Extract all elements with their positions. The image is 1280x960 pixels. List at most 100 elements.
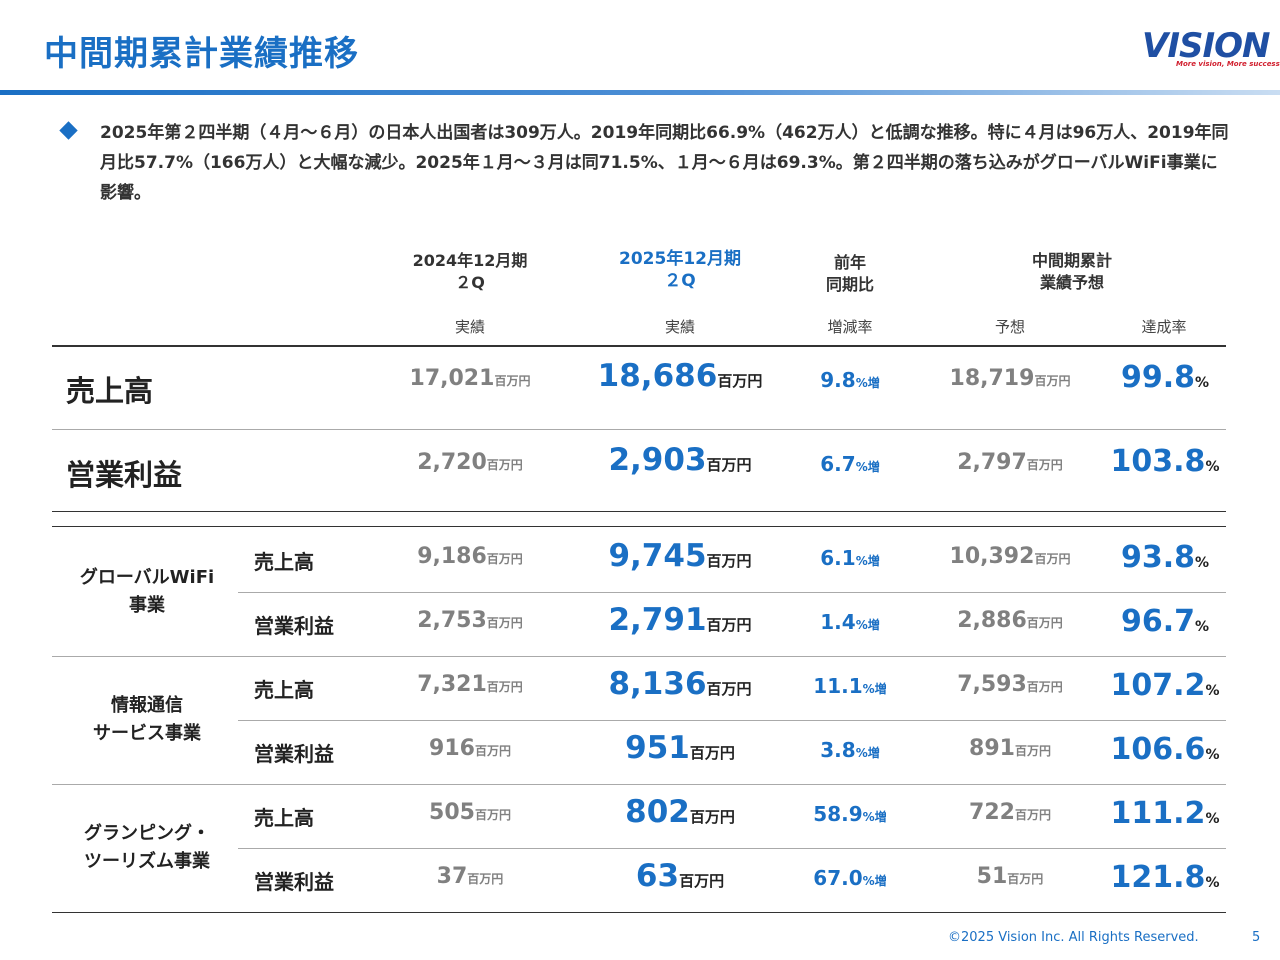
forecast-value-number: 10,392 [949, 544, 1035, 569]
header-line: 同期比 [825, 275, 874, 294]
yoy-rate-unit: %増 [855, 460, 880, 474]
yoy-rate: 6.1%増 [800, 546, 900, 570]
prev-actual-unit: 百万円 [486, 552, 523, 566]
forecast-value-number: 2,797 [957, 450, 1027, 475]
copyright: ©2025 Vision Inc. All Rights Reserved. [948, 930, 1199, 945]
yoy-rate-unit: %増 [862, 682, 887, 696]
header-line: 2024年12月期 [412, 251, 528, 270]
forecast-value-number: 891 [969, 736, 1015, 761]
forecast-value-unit: 百万円 [1014, 744, 1051, 758]
segments-top-rule [52, 526, 1226, 527]
yoy-rate-number: 6.7 [820, 452, 856, 476]
table-bottom-rule [52, 912, 1226, 913]
curr-actual: 951百万円 [590, 730, 770, 766]
achievement-rate-unit: % [1205, 459, 1220, 475]
segment-metric-label: 売上高 [254, 550, 314, 574]
diamond-bullet-icon [59, 121, 78, 140]
header-line: ２Q [455, 273, 485, 292]
achievement-rate-number: 93.8 [1120, 540, 1195, 575]
yoy-rate: 9.8%増 [800, 368, 900, 392]
header-line: 中間期累計 [1031, 251, 1112, 270]
curr-actual: 63百万円 [590, 858, 770, 894]
curr-actual-number: 63 [635, 858, 680, 894]
segment-metric-label: 売上高 [254, 678, 314, 702]
summary-block: 2025年第２四半期（４月～６月）の日本人出国者は309万人。2019年同期比6… [59, 118, 1232, 208]
total-metric-label: 売上高 [66, 374, 154, 408]
totals-bottom-rule [52, 511, 1226, 512]
logo-text: VISION [1142, 26, 1270, 66]
prev-actual-number: 2,753 [417, 608, 487, 633]
prev-actual-unit: 百万円 [486, 458, 523, 472]
prev-actual-number: 17,021 [409, 366, 495, 391]
achievement-rate-unit: % [1205, 875, 1220, 891]
curr-actual: 9,745百万円 [590, 538, 770, 574]
curr-actual-number: 2,903 [608, 442, 707, 478]
curr-actual-number: 18,686 [597, 358, 718, 394]
segment-metric-label: 営業利益 [254, 870, 334, 894]
forecast-value-number: 2,886 [957, 608, 1027, 633]
segment-row-divider [238, 592, 1226, 593]
yoy-rate: 11.1%増 [800, 674, 900, 698]
forecast-value: 2,797百万円 [935, 450, 1085, 475]
curr-actual: 2,903百万円 [590, 442, 770, 478]
subheader-forecast: 予想 [994, 318, 1025, 336]
forecast-value: 2,886百万円 [935, 608, 1085, 633]
achievement-rate-unit: % [1205, 747, 1220, 763]
achievement-rate: 106.6% [1095, 732, 1235, 767]
achievement-rate-number: 96.7 [1120, 604, 1195, 639]
yoy-rate: 1.4%増 [800, 610, 900, 634]
achievement-rate: 103.8% [1095, 444, 1235, 479]
yoy-rate-unit: %増 [855, 376, 880, 390]
segment-name-line: サービス事業 [93, 723, 201, 744]
curr-actual-unit: 百万円 [679, 872, 725, 890]
prev-actual: 2,753百万円 [395, 608, 545, 633]
segment-row-divider [238, 720, 1226, 721]
achievement-rate-number: 111.2 [1110, 796, 1206, 831]
subheader-curr: 実績 [664, 318, 695, 336]
curr-actual-unit: 百万円 [706, 456, 752, 474]
forecast-value-unit: 百万円 [1034, 552, 1071, 566]
achievement-rate: 99.8% [1095, 360, 1235, 395]
yoy-rate-unit: %増 [855, 554, 880, 568]
achievement-rate-unit: % [1195, 619, 1210, 635]
yoy-rate-number: 9.8 [820, 368, 856, 392]
header-line: 2025年12月期 [619, 249, 741, 269]
row-divider [52, 429, 1226, 430]
prev-actual-number: 37 [436, 864, 468, 889]
header-yoy: 前年 同期比 [800, 252, 900, 296]
segment-name-line: ツーリズム事業 [84, 851, 210, 872]
segment-name: 情報通信サービス事業 [52, 692, 242, 748]
forecast-value-unit: 百万円 [1026, 616, 1063, 630]
forecast-value: 51百万円 [935, 864, 1085, 889]
company-logo: VISION More vision, More success. [1142, 26, 1280, 72]
page-number: 5 [1252, 930, 1261, 945]
achievement-rate-unit: % [1205, 811, 1220, 827]
forecast-value-unit: 百万円 [1034, 374, 1071, 388]
curr-actual-unit: 百万円 [689, 808, 735, 826]
yoy-rate-unit: %増 [862, 810, 887, 824]
forecast-value-number: 722 [969, 800, 1015, 825]
curr-actual: 2,791百万円 [590, 602, 770, 638]
achievement-rate-unit: % [1195, 375, 1210, 391]
segment-metric-label: 営業利益 [254, 614, 334, 638]
achievement-rate-number: 103.8 [1110, 444, 1206, 479]
segment-divider [52, 784, 1226, 785]
curr-actual-unit: 百万円 [706, 616, 752, 634]
prev-actual-number: 9,186 [417, 544, 487, 569]
total-metric-label: 営業利益 [66, 458, 183, 492]
segment-row-divider [238, 848, 1226, 849]
table-top-rule [52, 345, 1226, 347]
header-forecast: 中間期累計 業績予想 [1000, 250, 1144, 294]
segment-name-line: 情報通信 [111, 695, 183, 716]
achievement-rate-number: 121.8 [1110, 860, 1206, 895]
achievement-rate-number: 106.6 [1110, 732, 1206, 767]
forecast-value-number: 7,593 [957, 672, 1027, 697]
yoy-rate-number: 58.9 [813, 802, 863, 826]
achievement-rate: 121.8% [1095, 860, 1235, 895]
achievement-rate-number: 107.2 [1110, 668, 1206, 703]
prev-actual: 916百万円 [395, 736, 545, 761]
curr-actual-unit: 百万円 [706, 552, 752, 570]
logo-slogan: More vision, More success. [1176, 60, 1280, 68]
achievement-rate: 93.8% [1095, 540, 1235, 575]
segment-name-line: グランピング・ [84, 823, 210, 844]
